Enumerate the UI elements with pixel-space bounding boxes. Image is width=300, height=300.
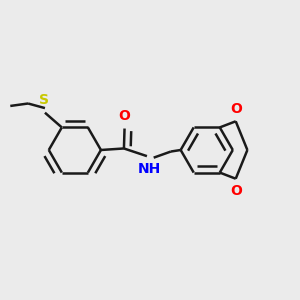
Text: O: O: [118, 109, 130, 123]
Text: NH: NH: [137, 162, 161, 176]
Text: S: S: [39, 93, 49, 107]
Text: O: O: [230, 184, 242, 198]
Text: O: O: [230, 102, 242, 116]
